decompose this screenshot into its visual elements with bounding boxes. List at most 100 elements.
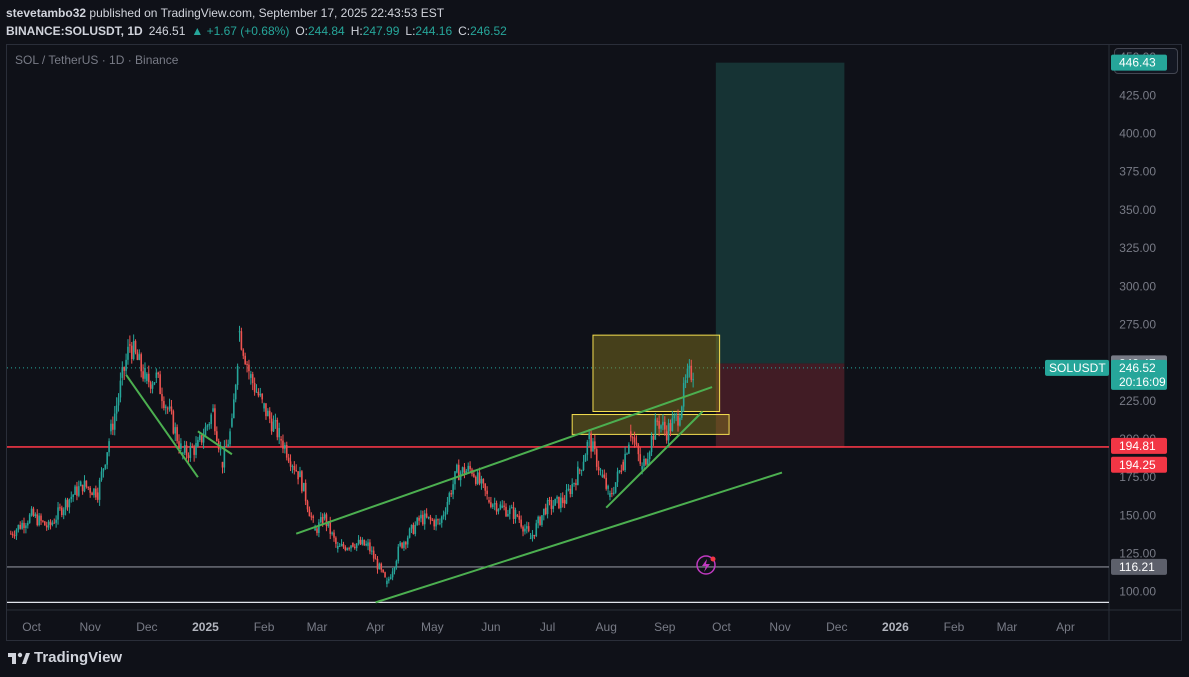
x-tick-label: Oct	[22, 620, 41, 634]
candle-body	[543, 508, 545, 516]
candle-body	[199, 435, 201, 441]
candle-body	[242, 349, 245, 356]
candle-body	[544, 507, 547, 515]
candle-body	[607, 485, 609, 489]
candle-body	[357, 539, 360, 544]
candle-body	[352, 542, 354, 547]
candle-body	[425, 513, 428, 518]
price-label-text: 246.52	[1119, 361, 1156, 375]
publisher-name[interactable]: stevetambo32	[6, 6, 87, 20]
candle-body	[42, 520, 44, 522]
x-tick-label: Apr	[1056, 620, 1075, 634]
candle-body	[603, 474, 606, 478]
candle-body	[132, 340, 135, 360]
x-tick-label: Nov	[79, 620, 100, 634]
candle-body	[335, 537, 337, 544]
candle-body	[688, 365, 691, 369]
candle-body	[178, 441, 180, 449]
candle-body	[76, 486, 78, 496]
candle-body	[467, 465, 470, 471]
candle-body	[618, 470, 621, 472]
candle-body	[44, 521, 46, 526]
candle-body	[386, 580, 388, 585]
candle-body	[257, 391, 260, 396]
candle-body	[399, 542, 401, 546]
candle-body	[548, 500, 551, 502]
chart-frame[interactable]	[6, 44, 1182, 641]
candle-body	[66, 500, 69, 508]
candle-body	[259, 393, 262, 396]
candle-body	[127, 346, 129, 360]
candle-body	[117, 397, 120, 406]
candle-body	[629, 431, 632, 438]
candle-body	[575, 483, 577, 485]
candle-body	[569, 488, 572, 495]
price-label-text: 446.43	[1119, 56, 1156, 70]
candle-body	[293, 466, 296, 471]
candle-body	[344, 546, 347, 551]
candle-body	[153, 382, 156, 385]
candle-body	[478, 472, 481, 484]
candle-body	[588, 433, 590, 439]
candle-body	[592, 441, 594, 452]
candle-body	[157, 372, 160, 375]
candle-body	[389, 577, 392, 579]
brand-label: TradingView	[34, 649, 123, 666]
candle-body	[682, 382, 685, 407]
candle-body	[225, 446, 228, 448]
candle-body	[639, 454, 642, 464]
candle-body	[599, 469, 602, 471]
candle-body	[164, 406, 167, 409]
candle-body	[529, 538, 532, 540]
trendline	[375, 471, 783, 604]
candle-body	[45, 525, 48, 528]
candle-body	[57, 507, 59, 520]
candle-body	[170, 406, 173, 412]
candle-body	[110, 423, 112, 432]
candle-body	[250, 374, 252, 378]
candle-body	[539, 516, 541, 525]
candle-body	[686, 368, 689, 378]
candle-body	[144, 367, 146, 379]
candle-body	[558, 496, 560, 509]
open-label: O:	[295, 24, 308, 38]
candle-body	[146, 373, 148, 381]
price-label-red	[1111, 437, 1167, 454]
symbol-tag	[1045, 359, 1109, 376]
candle-body	[9, 533, 12, 535]
candle-body	[469, 465, 471, 470]
candle-body	[671, 418, 674, 432]
low-label: L:	[405, 24, 416, 38]
candle-body	[408, 528, 411, 538]
candle-body	[136, 352, 139, 360]
candle-body	[265, 403, 267, 417]
trendline	[295, 386, 713, 535]
candle-body	[123, 367, 125, 371]
candle-body	[312, 516, 315, 518]
candle-body	[125, 359, 127, 371]
x-tick-label: Nov	[769, 620, 790, 634]
candle-body	[692, 379, 694, 381]
candle-body	[248, 364, 250, 372]
candle-body	[38, 515, 40, 526]
low-value: 244.16	[415, 24, 453, 38]
candle-body	[429, 516, 432, 520]
candle-body	[439, 522, 441, 524]
candle-body	[282, 440, 284, 449]
candle-body	[499, 504, 502, 510]
price-label-text: 194.81	[1119, 439, 1156, 453]
candle-body	[91, 492, 93, 496]
candle-body	[571, 484, 573, 495]
candle-body	[149, 382, 152, 389]
candle-body	[577, 466, 579, 485]
candle-body	[23, 522, 25, 528]
tradingview-logo[interactable]: TradingView	[8, 649, 122, 666]
candle-body	[333, 532, 335, 538]
candle-body	[665, 431, 668, 441]
candle-body	[476, 472, 479, 484]
candle-body	[611, 493, 613, 495]
candle-body	[403, 542, 405, 548]
candle-body	[246, 364, 248, 366]
candle-body	[669, 423, 672, 432]
